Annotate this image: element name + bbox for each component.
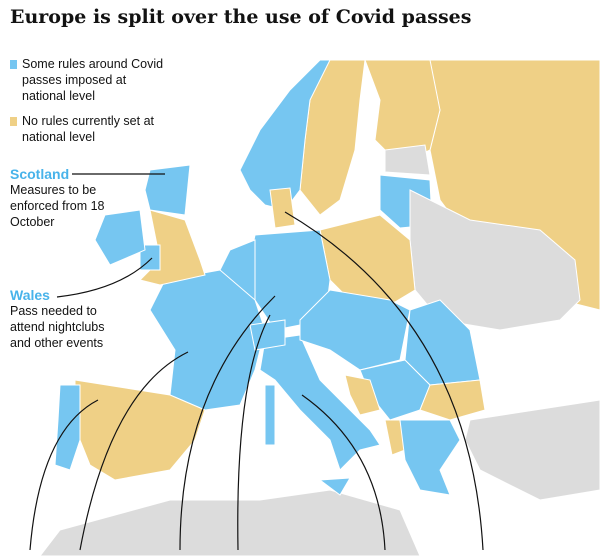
north-africa bbox=[39, 489, 421, 556]
poland bbox=[319, 214, 416, 306]
legend-label: Some rules around Covid passes imposed a… bbox=[22, 57, 164, 103]
switzerland bbox=[249, 319, 286, 351]
denmark bbox=[269, 187, 296, 229]
sardinia-corsica bbox=[264, 384, 276, 446]
estonia bbox=[384, 144, 431, 176]
norway bbox=[239, 59, 331, 211]
annotation-text: Measures to be enforced from 18 October bbox=[10, 183, 105, 229]
arc bbox=[29, 399, 99, 551]
countries bbox=[39, 59, 600, 556]
annotation-text: Pass needed to attend nightclubs and oth… bbox=[10, 304, 105, 350]
bosnia bbox=[344, 374, 381, 416]
ireland bbox=[94, 209, 146, 266]
wales-leader bbox=[56, 257, 153, 298]
legend-item: Some rules around Covid passes imposed a… bbox=[10, 56, 172, 104]
arc bbox=[284, 211, 484, 551]
legend-swatch bbox=[10, 60, 17, 69]
turkey bbox=[464, 399, 600, 501]
annotation: Scotland Measures to be enforced from 18… bbox=[10, 166, 105, 230]
italy bbox=[259, 334, 381, 471]
annotation: Wales Pass needed to attend nightclubs a… bbox=[10, 287, 105, 351]
portugal bbox=[54, 384, 81, 471]
bulgaria bbox=[419, 379, 486, 421]
leader-lines bbox=[29, 173, 484, 551]
arc bbox=[179, 295, 276, 551]
scotland bbox=[144, 164, 191, 216]
sicily bbox=[318, 477, 351, 496]
central-europe bbox=[299, 289, 411, 371]
annotation-title: Scotland bbox=[10, 166, 70, 182]
arc bbox=[79, 351, 189, 551]
arc bbox=[237, 314, 271, 551]
greece bbox=[399, 419, 461, 496]
france bbox=[149, 269, 266, 411]
arc bbox=[301, 394, 386, 551]
legend-item: No rules currently set at national level bbox=[10, 113, 172, 145]
legend-swatch bbox=[10, 117, 17, 126]
annotation-title: Wales bbox=[10, 287, 50, 303]
legend-label: No rules currently set at national level bbox=[22, 114, 154, 144]
title: Europe is split over the use of Covid pa… bbox=[10, 6, 472, 28]
